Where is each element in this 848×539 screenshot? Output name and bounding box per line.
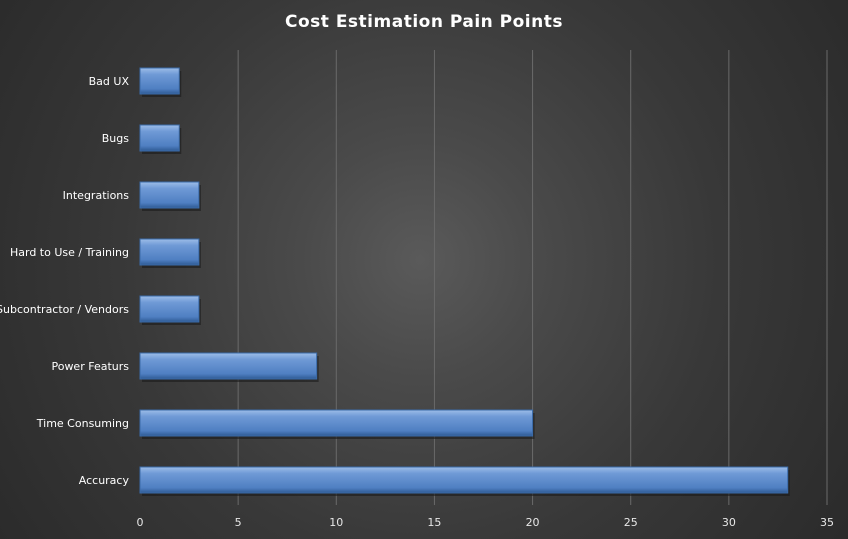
x-tick-label: 0 [137,516,144,529]
bar [139,181,200,209]
bar [139,352,318,380]
x-tick-label: 25 [624,516,638,529]
bar [139,124,180,152]
x-tick-label: 35 [820,516,834,529]
x-tick-label: 5 [235,516,242,529]
category-label: Hard to Use / Training [10,246,129,259]
category-label: Time Consuming [36,417,129,430]
chart-title: Cost Estimation Pain Points [285,12,563,32]
category-label: Power Featurs [51,360,129,373]
bar [139,238,200,266]
bar [139,466,789,494]
x-tick-label: 20 [526,516,540,529]
x-tick-label: 30 [722,516,736,529]
category-label: Accuracy [79,474,130,487]
x-tick-label: 10 [329,516,343,529]
bar [139,409,534,437]
x-tick-label: 15 [427,516,441,529]
bar [139,67,180,95]
bar [139,295,200,323]
category-label: Integrations [63,189,130,202]
category-label: Subcontractor / Vendors [0,303,129,316]
category-label: Bad UX [89,75,130,88]
category-label: Bugs [102,132,130,145]
